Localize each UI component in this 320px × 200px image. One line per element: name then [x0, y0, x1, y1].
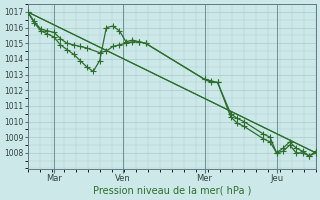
X-axis label: Pression niveau de la mer( hPa ): Pression niveau de la mer( hPa ) [92, 186, 251, 196]
